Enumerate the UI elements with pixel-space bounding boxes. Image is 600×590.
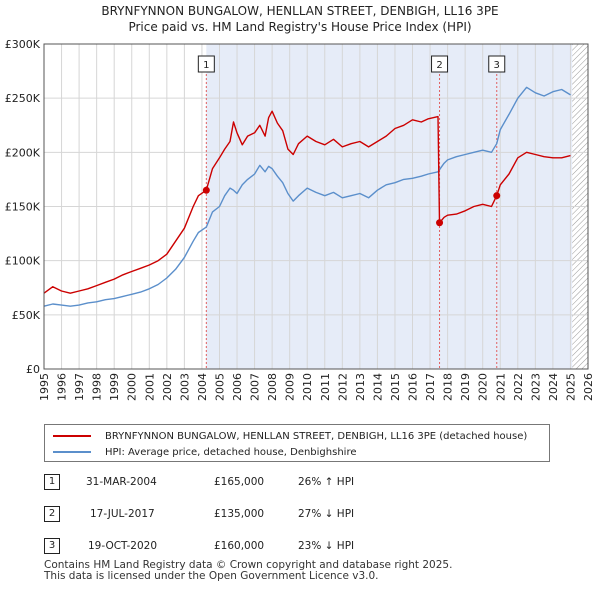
- x-tick-label: 2000: [126, 373, 139, 401]
- x-tick-label: 2005: [213, 373, 226, 401]
- series-line-hpi: [43, 86, 571, 307]
- sale-label-box: [197, 55, 215, 73]
- y-tick-label: £250K: [5, 92, 41, 105]
- legend-item-hpi: HPI: Average price, detached house, Denb…: [53, 445, 356, 459]
- sale-label-box: [431, 55, 449, 73]
- x-tick-label: 2026: [582, 373, 595, 401]
- x-tick-label: 2006: [231, 373, 244, 401]
- sale-number-badge: 2: [44, 506, 60, 522]
- footer-line-2: This data is licensed under the Open Gov…: [44, 570, 379, 582]
- sale-point: [493, 192, 501, 200]
- sale-point: [202, 186, 210, 194]
- x-tick-label: 2019: [459, 373, 472, 401]
- plot-frame: [43, 43, 589, 370]
- y-tick-label: £300K: [5, 38, 41, 51]
- y-tick-label: £50K: [12, 309, 41, 322]
- legend-swatch-hpi: [53, 451, 91, 453]
- footer-attribution: Contains HM Land Registry data © Crown c…: [44, 560, 452, 582]
- x-tick-label: 2012: [336, 373, 349, 401]
- x-tick-label: 2010: [301, 373, 314, 401]
- x-tick-label: 2021: [494, 373, 507, 401]
- x-tick-label: 2002: [161, 373, 174, 401]
- x-tick-label: 2024: [547, 373, 560, 401]
- sale-number-badge: 1: [44, 474, 60, 490]
- chart-legend: BRYNFYNNON BUNGALOW, HENLLAN STREET, DEN…: [44, 424, 550, 462]
- series-line-property: [43, 110, 571, 294]
- chart-subtitle: Price paid vs. HM Land Registry's House …: [128, 20, 472, 34]
- legend-label-property: BRYNFYNNON BUNGALOW, HENLLAN STREET, DEN…: [105, 430, 528, 442]
- sale-label-box: [488, 55, 506, 73]
- sale-date: 17-JUL-2017: [90, 508, 155, 520]
- legend-label-hpi: HPI: Average price, detached house, Denb…: [105, 446, 357, 458]
- chart-title-block: BRYNFYNNON BUNGALOW, HENLLAN STREET, DEN…: [0, 3, 600, 35]
- x-tick-label: 2008: [266, 373, 279, 401]
- x-tick-label: 2020: [477, 373, 490, 401]
- sale-number-badge: 3: [44, 538, 60, 554]
- sale-hpi-diff: 26% ↑ HPI: [298, 476, 355, 488]
- x-tick-label: 1998: [91, 373, 104, 401]
- x-tick-label: 2001: [143, 373, 156, 401]
- x-tick-label: 2011: [319, 373, 332, 401]
- y-tick-label: £150K: [5, 201, 41, 214]
- sale-label-number: 1: [203, 60, 209, 71]
- sale-label-number: 2: [436, 60, 442, 71]
- x-tick-label: 1995: [38, 373, 51, 401]
- y-tick-label: £0: [26, 363, 40, 376]
- sale-point: [436, 219, 444, 227]
- sale-label-number: 3: [494, 60, 500, 71]
- x-tick-label: 2017: [424, 373, 437, 401]
- x-tick-label: 2014: [371, 373, 384, 401]
- x-tick-label: 1997: [73, 373, 86, 401]
- legend-item-property: BRYNFYNNON BUNGALOW, HENLLAN STREET, DEN…: [53, 429, 527, 443]
- sale-price: £165,000: [214, 476, 265, 488]
- x-tick-label: 1996: [56, 373, 69, 401]
- footer-line-1: Contains HM Land Registry data © Crown c…: [44, 559, 453, 571]
- sale-price: £135,000: [214, 508, 265, 520]
- x-tick-label: 2016: [407, 373, 420, 401]
- x-tick-label: 2022: [512, 373, 525, 401]
- x-tick-label: 2004: [196, 373, 209, 401]
- sale-price: £160,000: [214, 540, 265, 552]
- x-tick-label: 2013: [354, 373, 367, 401]
- x-tick-label: 2003: [178, 373, 191, 401]
- x-tick-label: 2023: [529, 373, 542, 401]
- x-tick-label: 2009: [284, 373, 297, 401]
- sale-hpi-diff: 27% ↓ HPI: [298, 508, 355, 520]
- x-tick-label: 2007: [249, 373, 262, 401]
- legend-swatch-property: [53, 435, 91, 437]
- price-chart: £0 £50K £100K £150K £200K £250K £300K 1995 1996 1…: [5, 38, 595, 401]
- x-tick-label: 2025: [564, 373, 577, 401]
- chart-title: BRYNFYNNON BUNGALOW, HENLLAN STREET, DEN…: [101, 4, 499, 18]
- x-tick-label: 2015: [389, 373, 402, 401]
- y-tick-label: £100K: [5, 255, 41, 268]
- sale-date: 19-OCT-2020: [88, 540, 157, 552]
- sale-hpi-diff: 23% ↓ HPI: [298, 540, 355, 552]
- x-tick-label: 1999: [108, 373, 121, 401]
- y-tick-label: £200K: [5, 146, 41, 159]
- x-tick-label: 2018: [442, 373, 455, 401]
- sale-date: 31-MAR-2004: [86, 476, 157, 488]
